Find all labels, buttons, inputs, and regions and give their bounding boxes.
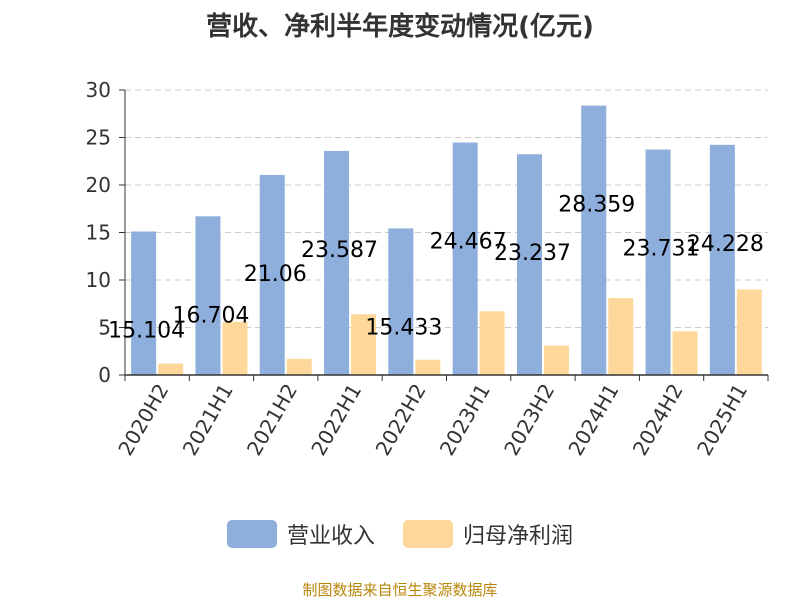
legend-item[interactable]: 营业收入 xyxy=(226,518,375,550)
revenue-value-label: 23.587 xyxy=(301,238,378,263)
net-profit-bar xyxy=(158,363,184,375)
revenue-value-label: 24.228 xyxy=(687,232,764,257)
y-tick-label: 25 xyxy=(86,126,111,150)
legend: 营业收入 归母净利润 xyxy=(0,518,800,550)
net-profit-bar xyxy=(415,359,441,375)
y-tick-label: 5 xyxy=(98,316,111,340)
grid-lines xyxy=(125,89,768,328)
net-profit-bar xyxy=(222,321,248,375)
revenue-bar xyxy=(516,154,542,375)
net-profit-bar xyxy=(672,331,698,375)
x-tick-label: 2024H1 xyxy=(563,380,623,460)
y-tick-label: 10 xyxy=(86,268,111,292)
revenue-bar xyxy=(452,142,478,375)
y-tick-label: 20 xyxy=(86,173,111,197)
x-tick-label: 2021H1 xyxy=(178,380,238,460)
net-profit-bar xyxy=(479,311,505,375)
x-tick-label: 2021H2 xyxy=(242,380,302,460)
revenue-value-label: 21.06 xyxy=(244,262,307,287)
legend-label: 归母净利润 xyxy=(463,524,574,549)
revenue-bar xyxy=(709,144,735,375)
revenue-bar xyxy=(259,174,285,375)
revenue-value-label: 23.731 xyxy=(623,237,700,262)
y-tick-label: 15 xyxy=(86,221,111,245)
net-profit-bar xyxy=(736,289,762,375)
revenue-value-label: 15.104 xyxy=(108,319,185,344)
revenue-bar xyxy=(581,105,607,375)
chart-title: 营收、净利半年度变动情况(亿元) xyxy=(206,12,594,42)
bars xyxy=(131,105,762,375)
x-tick-label: 2023H1 xyxy=(435,380,495,460)
revenue-value-label: 23.237 xyxy=(494,241,571,266)
source-note: 制图数据来自恒生聚源数据库 xyxy=(302,581,498,599)
net-profit-bar xyxy=(608,298,634,375)
revenue-value-label: 28.359 xyxy=(558,193,635,218)
y-tick-label: 30 xyxy=(86,78,111,102)
revenue-bar xyxy=(324,150,350,375)
revenue-bar xyxy=(131,231,157,375)
revenue-bar xyxy=(195,216,221,375)
legend-swatch xyxy=(403,520,453,548)
y-tick-label: 0 xyxy=(98,363,111,387)
x-tick-label: 2022H2 xyxy=(371,380,431,460)
legend-swatch xyxy=(226,520,277,548)
legend-label: 营业收入 xyxy=(286,524,375,549)
x-tick-label: 2025H1 xyxy=(692,380,752,460)
revenue-bar xyxy=(645,149,671,375)
net-profit-bar xyxy=(286,358,312,375)
net-profit-bar xyxy=(543,345,569,375)
x-tick-label: 2023H2 xyxy=(499,380,559,460)
revenue-bar xyxy=(388,228,414,375)
net-profit-bar xyxy=(351,314,377,375)
x-tick-label: 2024H2 xyxy=(628,380,688,460)
x-tick-label: 2022H1 xyxy=(306,380,366,460)
revenue-value-label: 15.433 xyxy=(365,315,442,340)
revenue-value-label: 24.467 xyxy=(430,230,507,255)
x-tick-label: 2020H2 xyxy=(113,380,173,460)
revenue-value-label: 16.704 xyxy=(172,303,249,328)
legend-item[interactable]: 归母净利润 xyxy=(403,518,573,550)
